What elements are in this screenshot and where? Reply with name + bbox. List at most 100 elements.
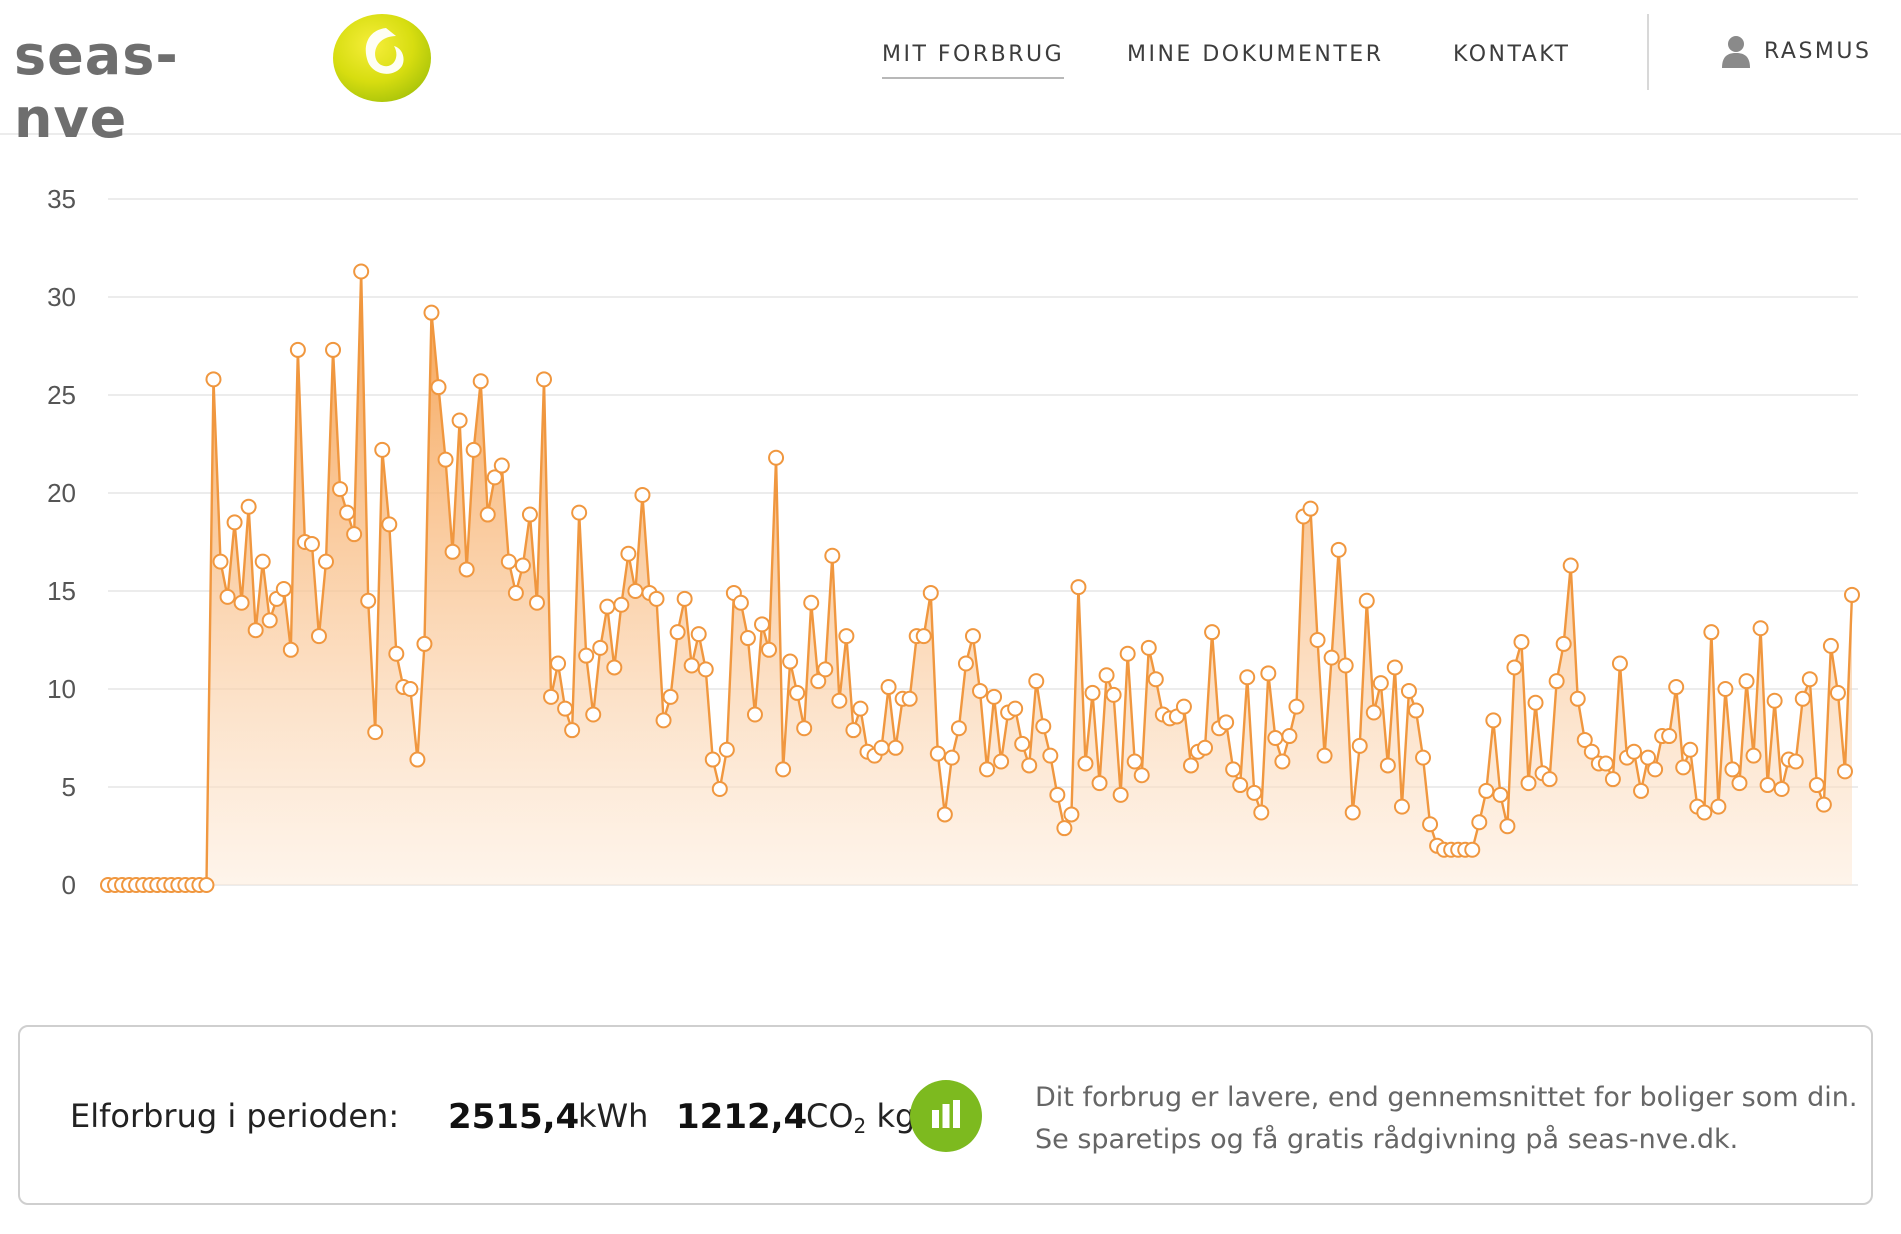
data-point[interactable] <box>1492 786 1509 803</box>
data-point[interactable] <box>936 806 953 823</box>
data-point[interactable] <box>768 449 785 466</box>
data-point[interactable] <box>1555 635 1572 652</box>
data-point[interactable] <box>1021 757 1038 774</box>
data-point[interactable] <box>1661 728 1678 745</box>
data-point[interactable] <box>402 681 419 697</box>
data-point[interactable] <box>1253 804 1270 821</box>
data-point[interactable] <box>1379 757 1396 774</box>
data-point[interactable] <box>1844 586 1860 603</box>
data-point[interactable] <box>1028 673 1045 690</box>
nav-kontakt[interactable]: KONTAKT <box>1453 42 1571 67</box>
data-point[interactable] <box>465 441 482 458</box>
data-point[interactable] <box>845 722 862 739</box>
data-point[interactable] <box>901 690 918 707</box>
data-point[interactable] <box>1773 780 1790 797</box>
data-point[interactable] <box>1147 671 1164 688</box>
data-point[interactable] <box>1386 659 1403 676</box>
data-point[interactable] <box>915 628 932 645</box>
data-point[interactable] <box>1759 777 1776 794</box>
data-point[interactable] <box>1042 747 1059 764</box>
data-point[interactable] <box>880 679 897 696</box>
data-point[interactable] <box>1007 700 1024 717</box>
data-point[interactable] <box>1133 767 1150 784</box>
data-point[interactable] <box>1647 761 1664 778</box>
data-point[interactable] <box>831 692 848 709</box>
data-point[interactable] <box>381 516 398 533</box>
data-point[interactable] <box>1640 749 1657 766</box>
data-point[interactable] <box>303 535 320 552</box>
data-point[interactable] <box>648 590 665 607</box>
data-point[interactable] <box>1829 684 1846 701</box>
data-point[interactable] <box>1520 775 1537 792</box>
data-point[interactable] <box>564 722 581 739</box>
data-point[interactable] <box>1232 777 1249 794</box>
data-point[interactable] <box>775 761 792 778</box>
data-point[interactable] <box>1604 771 1621 788</box>
data-point[interactable] <box>803 594 820 611</box>
data-point[interactable] <box>1611 655 1628 672</box>
data-point[interactable] <box>1422 816 1439 833</box>
data-point[interactable] <box>789 684 806 701</box>
data-point[interactable] <box>1098 667 1115 684</box>
data-point[interactable] <box>683 657 700 674</box>
data-point[interactable] <box>1808 777 1825 794</box>
data-point[interactable] <box>1218 714 1235 731</box>
data-point[interactable] <box>697 661 714 678</box>
data-point[interactable] <box>1717 681 1734 697</box>
data-point[interactable] <box>817 661 834 678</box>
data-point[interactable] <box>557 700 574 717</box>
data-point[interactable] <box>1225 761 1242 778</box>
data-point[interactable] <box>1119 645 1136 662</box>
data-point[interactable] <box>1246 784 1263 801</box>
data-point[interactable] <box>1626 743 1642 760</box>
data-point[interactable] <box>655 712 672 729</box>
data-point[interactable] <box>690 626 707 643</box>
data-point[interactable] <box>1703 624 1720 641</box>
data-point[interactable] <box>388 645 405 662</box>
data-point[interactable] <box>1302 500 1319 517</box>
data-point[interactable] <box>1056 820 1073 837</box>
data-point[interactable] <box>1393 798 1410 815</box>
data-point[interactable] <box>543 688 560 705</box>
data-point[interactable] <box>613 596 630 613</box>
data-point[interactable] <box>521 506 538 523</box>
data-point[interactable] <box>1197 739 1214 756</box>
data-point[interactable] <box>1478 782 1495 799</box>
data-point[interactable] <box>669 624 686 641</box>
data-point[interactable] <box>578 647 595 664</box>
data-point[interactable] <box>360 592 377 609</box>
data-point[interactable] <box>1204 624 1221 641</box>
data-point[interactable] <box>585 706 602 723</box>
stats-button[interactable] <box>910 1080 982 1152</box>
data-point[interactable] <box>606 659 623 676</box>
data-point[interactable] <box>1675 759 1692 776</box>
data-point[interactable] <box>1091 775 1108 792</box>
data-point[interactable] <box>240 498 257 515</box>
nav-mine-dokumenter[interactable]: MINE DOKUMENTER <box>1127 42 1384 67</box>
data-point[interactable] <box>922 584 939 601</box>
data-point[interactable] <box>1724 761 1741 778</box>
data-point[interactable] <box>1063 806 1080 823</box>
data-point[interactable] <box>374 441 391 458</box>
data-point[interactable] <box>887 739 904 756</box>
data-point[interactable] <box>1766 692 1783 709</box>
data-point[interactable] <box>514 557 531 574</box>
data-point[interactable] <box>353 263 370 280</box>
data-point[interactable] <box>1569 690 1586 707</box>
data-point[interactable] <box>1752 620 1769 637</box>
data-point[interactable] <box>451 412 468 429</box>
data-point[interactable] <box>1408 702 1424 719</box>
data-point[interactable] <box>486 469 503 486</box>
data-point[interactable] <box>979 761 996 778</box>
data-point[interactable] <box>1309 632 1326 648</box>
data-point[interactable] <box>824 547 841 564</box>
data-point[interactable] <box>1260 665 1277 682</box>
data-point[interactable] <box>409 751 426 768</box>
data-point[interactable] <box>500 553 517 570</box>
data-point[interactable] <box>993 753 1010 770</box>
data-point[interactable] <box>1070 579 1087 596</box>
data-point[interactable] <box>282 641 299 658</box>
data-point[interactable] <box>957 655 974 672</box>
data-point[interactable] <box>1316 747 1333 764</box>
data-point[interactable] <box>1351 737 1368 754</box>
